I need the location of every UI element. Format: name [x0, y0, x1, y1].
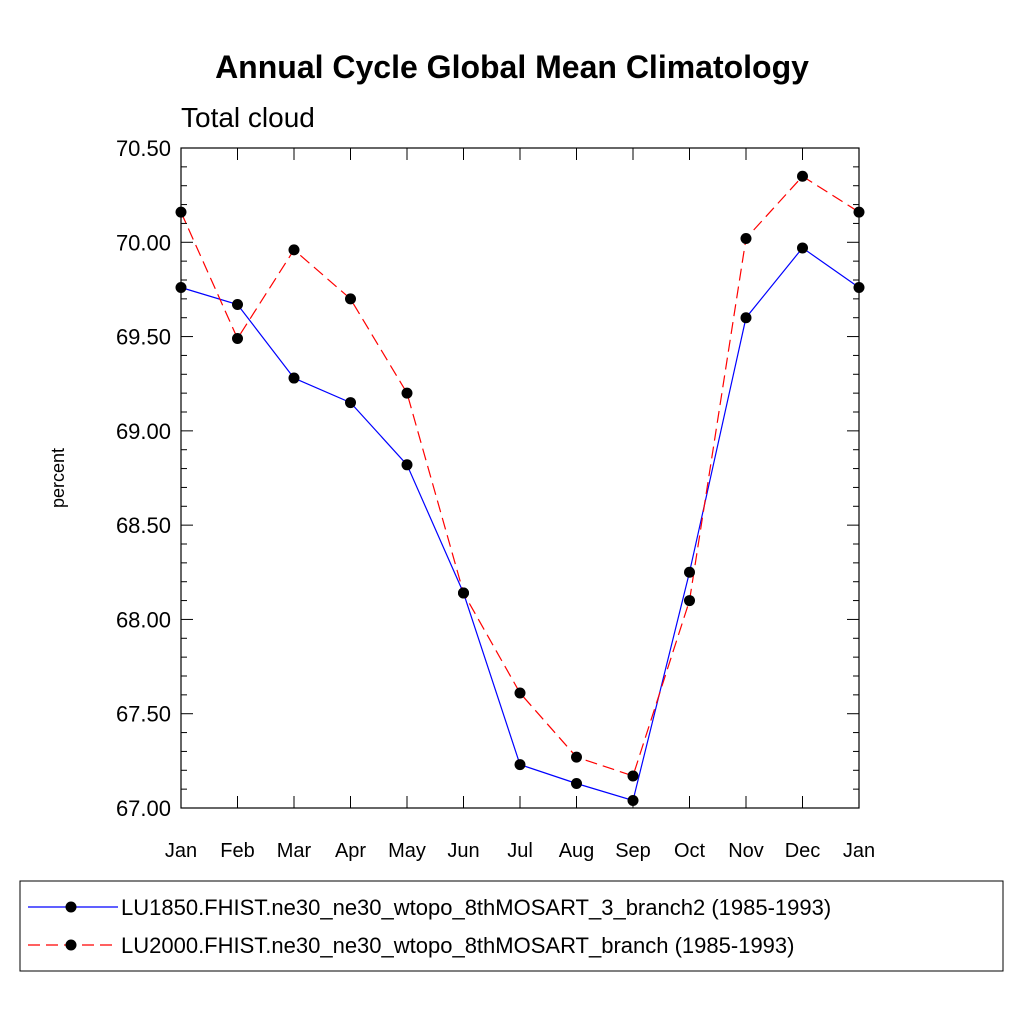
chart-subtitle: Total cloud [181, 102, 315, 133]
x-axis: Jan Feb Mar Apr May Jun Jul Aug Sep Oct Nov Dec Jan [165, 148, 875, 862]
y-tick-label: 69.00 [116, 419, 171, 444]
y-tick-label: 70.50 [116, 136, 171, 161]
y-tick-label: 67.00 [116, 796, 171, 821]
series-line-2 [180, 175, 860, 777]
series-2-point [740, 233, 752, 245]
series-2-point [175, 206, 187, 218]
series-2-point [458, 587, 469, 599]
series-1-point [853, 282, 865, 294]
plot-frame [180, 147, 860, 809]
series-2-point [401, 387, 413, 399]
series-1-point [684, 566, 695, 578]
legend-marker-1 [65, 901, 77, 913]
y-tick-label: 70.00 [116, 230, 171, 255]
series-2-point [627, 770, 639, 782]
x-tick-label: Apr [335, 840, 366, 862]
series-line-1 [180, 247, 860, 802]
x-tick-label: Nov [728, 840, 764, 862]
series-2-point [345, 293, 356, 305]
series-2-point [684, 595, 695, 607]
x-tick-label: May [388, 840, 426, 862]
legend-label-2: LU2000.FHIST.ne30_ne30_wtopo_8thMOSART_b… [121, 933, 794, 958]
x-tick-label: Jan [165, 840, 197, 862]
series-1-point [571, 777, 582, 789]
series-2-point [797, 170, 808, 182]
x-tick-label: Jun [447, 840, 479, 862]
x-tick-label: Mar [277, 840, 312, 862]
y-tick-label: 69.50 [116, 325, 171, 350]
legend-label-1: LU1850.FHIST.ne30_ne30_wtopo_8thMOSART_3… [121, 895, 831, 920]
legend-marker-2 [65, 939, 77, 951]
series-1-point [345, 397, 356, 409]
series-layer [175, 170, 865, 806]
y-tick-label: 67.50 [116, 702, 171, 727]
series-1-point [288, 372, 300, 384]
x-tick-label: Oct [674, 840, 706, 862]
y-axis: 67.00 67.50 68.00 68.50 69.00 69.50 70.00 70.50 [116, 136, 859, 821]
chart-title: Annual Cycle Global Mean Climatology [215, 49, 809, 85]
series-2-point [232, 332, 243, 344]
legend-items: LU1850.FHIST.ne30_ne30_wtopo_8thMOSART_3… [28, 895, 831, 958]
x-tick-label: Dec [785, 840, 821, 862]
x-tick-label: Feb [220, 840, 254, 862]
y-tick-label: 68.50 [116, 513, 171, 538]
series-1-point [232, 299, 243, 311]
series-1-point [740, 312, 752, 324]
y-tick-label: 68.00 [116, 607, 171, 632]
series-1-point [175, 282, 187, 294]
x-tick-label: Sep [615, 840, 651, 862]
series-2-point [571, 751, 582, 763]
series-1-point [401, 459, 413, 471]
legend [19, 880, 1004, 972]
series-1-point [514, 759, 526, 771]
series-2-point [288, 244, 300, 256]
y-axis-label: percent [48, 448, 68, 508]
x-tick-label: Jul [507, 840, 533, 862]
x-tick-label: Jan [843, 840, 875, 862]
series-1-point [797, 242, 808, 254]
x-tick-label: Aug [559, 840, 595, 862]
series-2-point [514, 687, 526, 699]
series-1-point [627, 794, 639, 806]
series-2-point [853, 206, 865, 218]
